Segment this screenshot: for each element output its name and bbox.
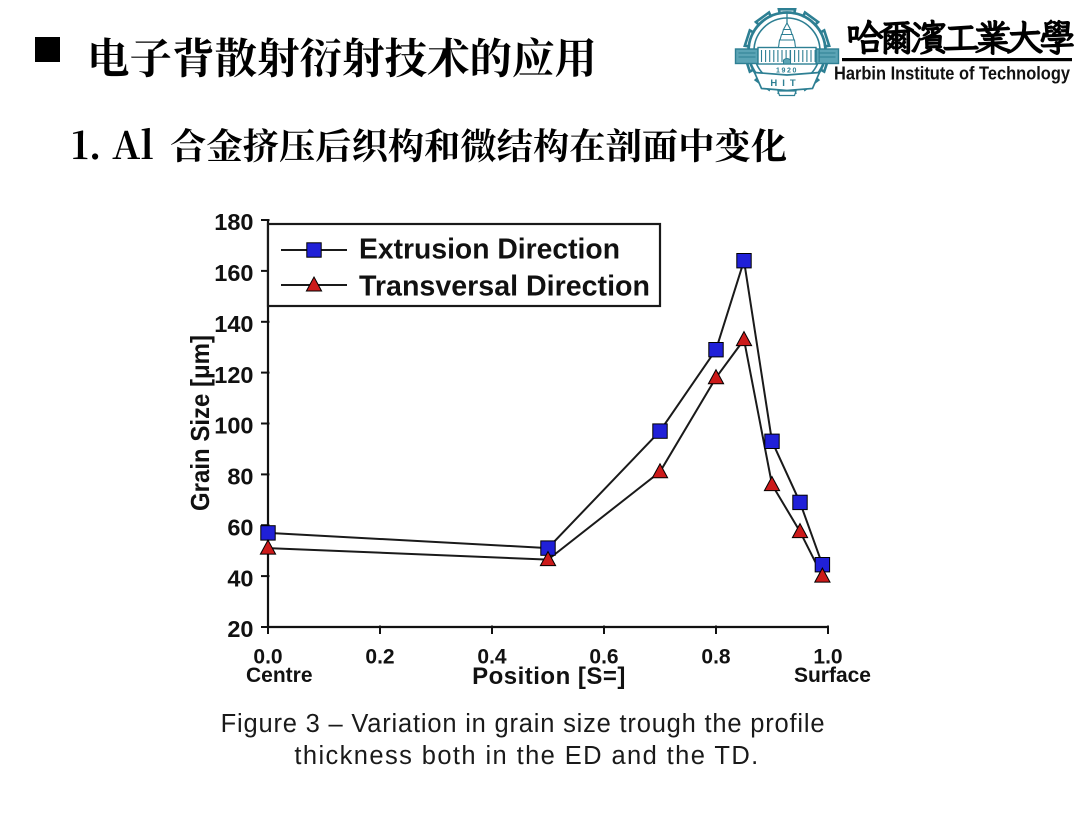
svg-text:1920: 1920	[776, 68, 798, 75]
svg-text:Centre: Centre	[246, 664, 313, 687]
svg-text:thickness both in the ED and t: thickness both in the ED and the TD.	[294, 742, 759, 770]
svg-text:40: 40	[227, 565, 253, 591]
svg-text:160: 160	[214, 260, 253, 286]
svg-text:Surface: Surface	[794, 664, 871, 687]
svg-text:1.0: 1.0	[813, 646, 842, 669]
svg-text:Transversal Direction: Transversal Direction	[359, 271, 650, 303]
svg-text:Position [S=]: Position [S=]	[472, 663, 626, 690]
svg-text:120: 120	[214, 362, 253, 388]
svg-text:100: 100	[214, 413, 253, 439]
svg-text:140: 140	[214, 311, 253, 337]
svg-text:Harbin Institute of Technology: Harbin Institute of Technology	[834, 63, 1071, 84]
svg-text:20: 20	[227, 616, 253, 642]
svg-text:0.8: 0.8	[701, 646, 731, 669]
svg-text:Extrusion Direction: Extrusion Direction	[359, 234, 620, 266]
svg-text:0.4: 0.4	[477, 646, 507, 669]
svg-text:HIT: HIT	[770, 78, 800, 89]
svg-text:0.0: 0.0	[253, 646, 282, 669]
svg-text:Figure 3 – Variation in grain: Figure 3 – Variation in grain size troug…	[221, 710, 826, 738]
svg-text:180: 180	[214, 209, 253, 235]
svg-text:0.2: 0.2	[365, 646, 394, 669]
svg-text:0.6: 0.6	[589, 646, 618, 669]
svg-text:60: 60	[227, 515, 253, 541]
svg-text:Grain Size [μm]: Grain Size [μm]	[185, 335, 215, 511]
svg-text:80: 80	[227, 464, 253, 490]
